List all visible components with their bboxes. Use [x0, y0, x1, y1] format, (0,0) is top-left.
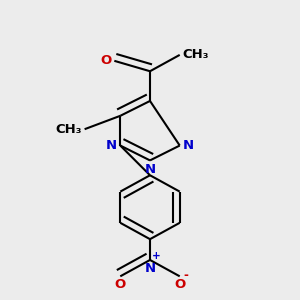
Text: +: + [152, 251, 161, 261]
Text: N: N [183, 139, 194, 152]
Text: O: O [115, 278, 126, 291]
Text: O: O [174, 278, 185, 291]
Text: CH₃: CH₃ [56, 123, 82, 136]
Text: N: N [144, 163, 156, 176]
Text: O: O [101, 54, 112, 67]
Text: N: N [144, 262, 156, 275]
Text: -: - [184, 268, 189, 282]
Text: CH₃: CH₃ [182, 48, 208, 62]
Text: N: N [106, 139, 117, 152]
